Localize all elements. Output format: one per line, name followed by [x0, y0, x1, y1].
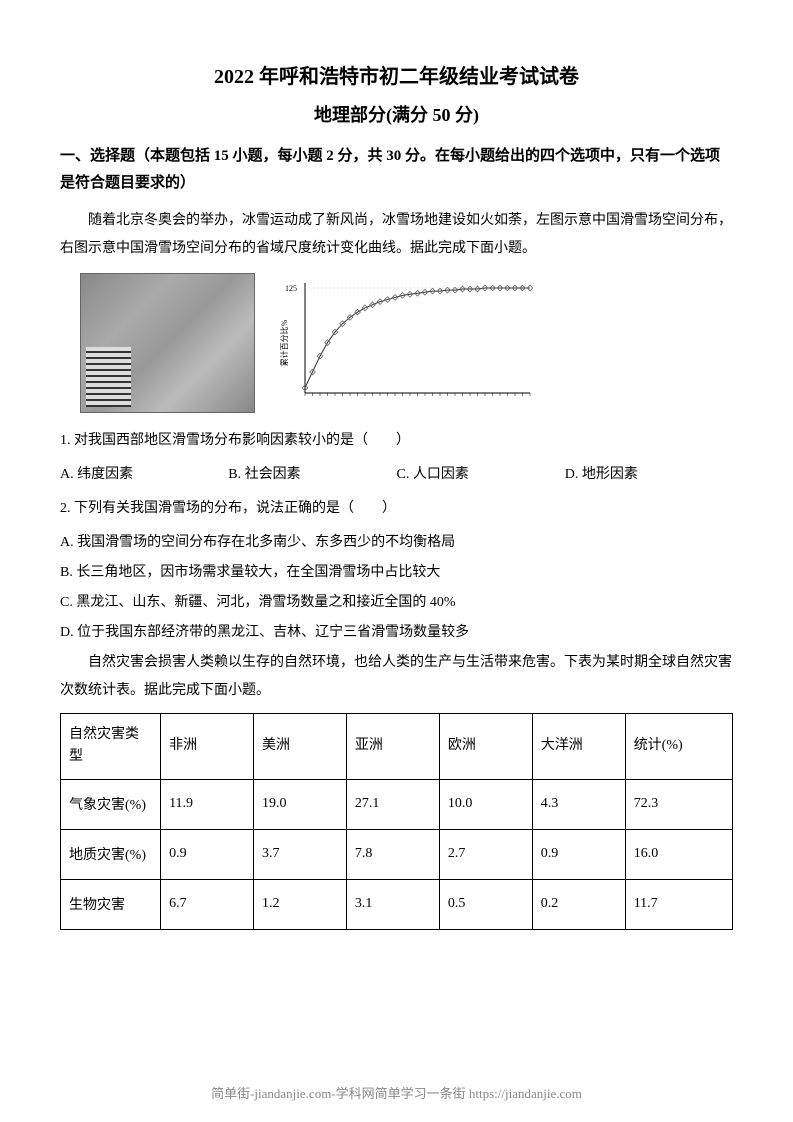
table-header-cell: 大洋洲: [532, 714, 625, 780]
table-cell: 72.3: [625, 779, 732, 829]
section-header: 一、选择题（本题包括 15 小题，每小题 2 分，共 30 分。在每小题给出的四…: [60, 143, 733, 197]
option-a: A. 我国滑雪场的空间分布存在北多南少、东多西少的不均衡格局: [60, 529, 733, 557]
table-cell: 4.3: [532, 779, 625, 829]
table-row: 生物灾害6.71.23.10.50.211.7: [61, 879, 733, 929]
cumulative-curve-chart: 125 累计百分比%: [275, 273, 535, 413]
table-cell: 3.7: [254, 829, 347, 879]
table-row: 地质灾害(%)0.93.77.82.70.916.0: [61, 829, 733, 879]
china-map-figure: [80, 273, 255, 413]
table-header-cell: 自然灾害类型: [61, 714, 161, 780]
table-cell: 27.1: [346, 779, 439, 829]
table-header-row: 自然灾害类型非洲美洲亚洲欧洲大洋洲统计(%): [61, 714, 733, 780]
page-subtitle: 地理部分(满分 50 分): [60, 101, 733, 127]
option-a: A. 纬度因素: [60, 461, 228, 489]
table-cell: 2.7: [439, 829, 532, 879]
table-cell: 地质灾害(%): [61, 829, 161, 879]
table-cell: 10.0: [439, 779, 532, 829]
table-cell: 0.9: [532, 829, 625, 879]
table-cell: 0.9: [161, 829, 254, 879]
table-cell: 3.1: [346, 879, 439, 929]
chart-bg: [275, 273, 535, 413]
table-cell: 7.8: [346, 829, 439, 879]
option-d: D. 位于我国东部经济带的黑龙江、吉林、辽宁三省滑雪场数量较多: [60, 619, 733, 647]
option-b: B. 社会因素: [228, 461, 396, 489]
option-c: C. 黑龙江、山东、新疆、河北，滑雪场数量之和接近全国的 40%: [60, 589, 733, 617]
page-title: 2022 年呼和浩特市初二年级结业考试试卷: [60, 60, 733, 89]
y-axis-label: 累计百分比%: [279, 319, 289, 366]
table-header-cell: 亚洲: [346, 714, 439, 780]
table-cell: 19.0: [254, 779, 347, 829]
question-1: 1. 对我国西部地区滑雪场分布影响因素较小的是（ ）: [60, 427, 733, 455]
option-c: C. 人口因素: [397, 461, 565, 489]
disaster-statistics-table: 自然灾害类型非洲美洲亚洲欧洲大洋洲统计(%) 气象灾害(%)11.919.027…: [60, 713, 733, 930]
table-header-cell: 非洲: [161, 714, 254, 780]
table-row: 气象灾害(%)11.919.027.110.04.372.3: [61, 779, 733, 829]
table-body: 气象灾害(%)11.919.027.110.04.372.3地质灾害(%)0.9…: [61, 779, 733, 929]
table-cell: 16.0: [625, 829, 732, 879]
table-cell: 0.2: [532, 879, 625, 929]
chart-svg: 125 累计百分比%: [275, 273, 535, 413]
table-cell: 1.2: [254, 879, 347, 929]
table-header-cell: 统计(%): [625, 714, 732, 780]
figures-row: 125 累计百分比%: [80, 273, 733, 413]
table-cell: 6.7: [161, 879, 254, 929]
question-1-options: A. 纬度因素 B. 社会因素 C. 人口因素 D. 地形因素: [60, 461, 733, 489]
page-footer: 简单街-jiandanjie.com-学科网简单学习一条街 https://ji…: [0, 1083, 793, 1102]
table-cell: 气象灾害(%): [61, 779, 161, 829]
question-2-options: A. 我国滑雪场的空间分布存在北多南少、东多西少的不均衡格局 B. 长三角地区，…: [60, 529, 733, 647]
ytick-label: 125: [285, 284, 297, 293]
context-paragraph-2: 自然灾害会损害人类赖以生存的自然环境，也给人类的生产与生活带来危害。下表为某时期…: [60, 649, 733, 705]
question-2: 2. 下列有关我国滑雪场的分布，说法正确的是（ ）: [60, 495, 733, 523]
option-b: B. 长三角地区，因市场需求量较大，在全国滑雪场中占比较大: [60, 559, 733, 587]
table-cell: 11.7: [625, 879, 732, 929]
table-header-cell: 美洲: [254, 714, 347, 780]
table-header-cell: 欧洲: [439, 714, 532, 780]
table-cell: 0.5: [439, 879, 532, 929]
table-cell: 11.9: [161, 779, 254, 829]
context-paragraph-1: 随着北京冬奥会的举办，冰雪运动成了新风尚，冰雪场地建设如火如荼，左图示意中国滑雪…: [60, 207, 733, 263]
option-d: D. 地形因素: [565, 461, 733, 489]
table-cell: 生物灾害: [61, 879, 161, 929]
